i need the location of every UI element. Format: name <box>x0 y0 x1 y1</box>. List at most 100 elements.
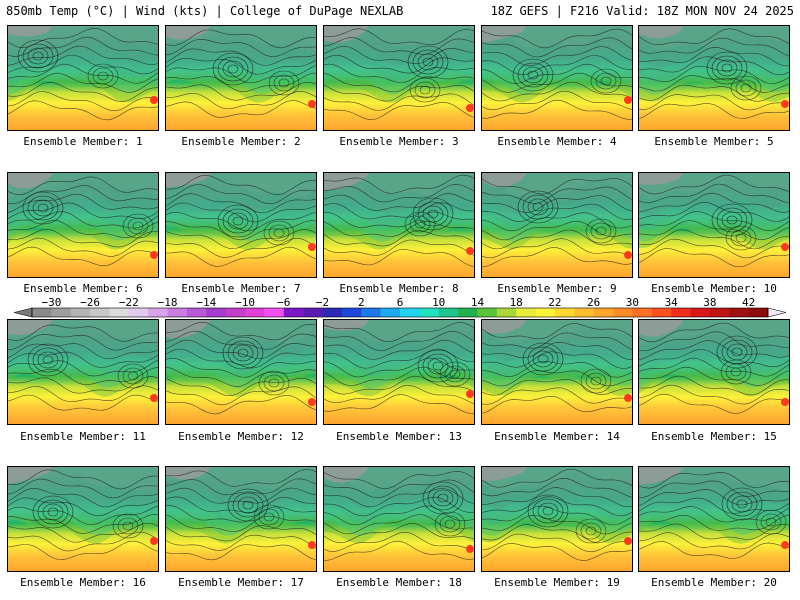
colorbar-bin <box>51 308 72 317</box>
colorbar-bin <box>341 308 362 317</box>
member-caption: Ensemble Member: 10 <box>651 282 777 295</box>
colorbar-bin <box>322 308 343 317</box>
colorbar-min-arrow <box>13 307 33 318</box>
colorbar-bin <box>496 308 517 317</box>
colorbar-tick-label: −18 <box>158 297 178 309</box>
colorbar-bin <box>419 308 440 317</box>
temperature-colorbar: −30 −26 −22 −18 −14 −10 −6 −2 2 6 10 14 18 22 26 30 34 38… <box>13 297 787 318</box>
colorbar-tick-label: 38 <box>703 297 716 309</box>
colorbar-bin <box>380 308 401 317</box>
member-map-panel <box>638 25 790 131</box>
member-caption: Ensemble Member: 18 <box>336 576 462 589</box>
colorbar-tick-label: 10 <box>432 297 445 309</box>
colorbar-max-arrow <box>767 307 787 318</box>
member-caption: Ensemble Member: 8 <box>339 282 459 295</box>
member-map-panel <box>165 172 317 278</box>
colorbar-tick-label: 2 <box>358 297 365 309</box>
colorbar-tick-label: −6 <box>277 297 290 309</box>
member-map-panel <box>165 25 317 131</box>
colorbar-bin <box>303 308 323 317</box>
colorbar-bin <box>554 308 575 317</box>
member-map-panel <box>323 172 475 278</box>
colorbar-tick-label: −30 <box>41 297 61 309</box>
member-map-panel <box>7 172 159 278</box>
colorbar-tick-label: 42 <box>742 297 755 309</box>
member-caption: Ensemble Member: 11 <box>20 430 146 443</box>
colorbar-bin <box>283 308 304 317</box>
member-caption: Ensemble Member: 1 <box>23 135 143 148</box>
colorbar-bin <box>206 308 226 317</box>
colorbar-tick-label: 18 <box>510 297 523 309</box>
colorbar-tick-label: 26 <box>587 297 600 309</box>
member-map-panel <box>481 172 633 278</box>
colorbar-tick-label: −22 <box>119 297 139 309</box>
colorbar-tick-label: −2 <box>316 297 329 309</box>
colorbar-tick-label: −10 <box>235 297 255 309</box>
colorbar-bin <box>477 308 498 317</box>
colorbar-bin <box>535 308 556 317</box>
colorbar-bin <box>32 308 52 317</box>
colorbar-bin <box>574 308 594 317</box>
colorbar-bin <box>593 308 614 317</box>
member-map-panel <box>7 466 159 572</box>
colorbar-tick-label: 30 <box>626 297 639 309</box>
colorbar-tick-label: 6 <box>397 297 404 309</box>
member-caption: Ensemble Member: 16 <box>20 576 146 589</box>
colorbar-bin <box>70 308 91 317</box>
member-map-panel <box>7 319 159 425</box>
colorbar-bin <box>458 308 478 317</box>
member-caption: Ensemble Member: 13 <box>336 430 462 443</box>
member-map-panel <box>638 319 790 425</box>
member-caption: Ensemble Member: 9 <box>497 282 617 295</box>
colorbar-bin <box>438 308 459 317</box>
member-caption: Ensemble Member: 4 <box>497 135 617 148</box>
colorbar-bin <box>361 308 381 317</box>
colorbar-bin <box>632 308 653 317</box>
colorbar-bin <box>651 308 672 317</box>
member-map-panel <box>7 25 159 131</box>
member-caption: Ensemble Member: 5 <box>654 135 774 148</box>
member-caption: Ensemble Member: 15 <box>651 430 777 443</box>
colorbar-bin <box>729 308 749 317</box>
colorbar-tick-label: 22 <box>548 297 561 309</box>
member-map-panel <box>323 319 475 425</box>
colorbar-bin <box>128 308 149 317</box>
colorbar-bin <box>709 308 730 317</box>
member-caption: Ensemble Member: 20 <box>651 576 777 589</box>
member-caption: Ensemble Member: 7 <box>181 282 301 295</box>
colorbar-bin <box>148 308 168 317</box>
colorbar-bin <box>671 308 691 317</box>
member-map-panel <box>481 25 633 131</box>
colorbar-bin <box>748 308 769 317</box>
member-map-panel <box>481 466 633 572</box>
member-caption: Ensemble Member: 19 <box>494 576 620 589</box>
member-caption: Ensemble Member: 12 <box>178 430 304 443</box>
member-map-panel <box>165 319 317 425</box>
colorbar-bin <box>186 308 207 317</box>
colorbar-bin <box>225 308 246 317</box>
member-caption: Ensemble Member: 6 <box>23 282 143 295</box>
member-caption: Ensemble Member: 14 <box>494 430 620 443</box>
colorbar-bin <box>245 308 265 317</box>
colorbar-bin <box>516 308 536 317</box>
member-map-panel <box>481 319 633 425</box>
member-map-panel <box>638 172 790 278</box>
colorbar-tick-label: 14 <box>471 297 485 309</box>
member-map-panel <box>165 466 317 572</box>
colorbar-bin <box>90 308 110 317</box>
colorbar-bin <box>167 308 188 317</box>
colorbar-bin <box>109 308 130 317</box>
member-map-panel <box>323 25 475 131</box>
member-caption: Ensemble Member: 3 <box>339 135 459 148</box>
colorbar-bin <box>690 308 711 317</box>
member-caption: Ensemble Member: 17 <box>178 576 304 589</box>
colorbar-bin <box>613 308 633 317</box>
member-map-panel <box>638 466 790 572</box>
colorbar-tick-label: 34 <box>665 297 679 309</box>
colorbar-bin <box>264 308 285 317</box>
colorbar-tick-label: −26 <box>80 297 100 309</box>
header-run-info: 18Z GEFS | F216 Valid: 18Z MON NOV 24 20… <box>490 4 794 18</box>
member-caption: Ensemble Member: 2 <box>181 135 301 148</box>
colorbar-bin <box>400 308 420 317</box>
member-map-panel <box>323 466 475 572</box>
